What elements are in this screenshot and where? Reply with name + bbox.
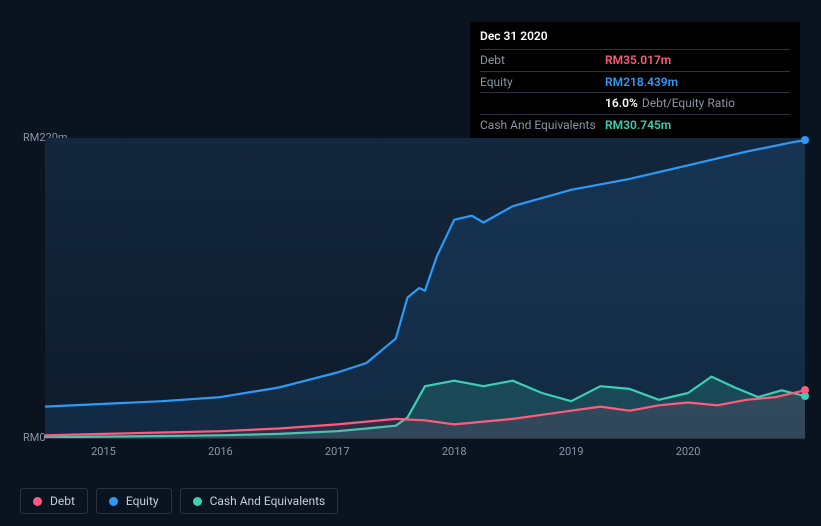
x-tick-label: 2019 [559, 445, 584, 458]
legend-dot-icon [33, 497, 42, 506]
gridline [45, 438, 805, 439]
x-tick-label: 2018 [442, 445, 467, 458]
tooltip-row-label: Equity [480, 74, 605, 91]
legend-label: Debt [50, 494, 75, 508]
legend-item[interactable]: Equity [96, 488, 172, 514]
legend-label: Cash And Equivalents [210, 494, 326, 508]
tooltip-row: DebtRM35.017m [480, 49, 790, 71]
x-tick-label: 2017 [325, 445, 350, 458]
tooltip-row-sub: Debt/Equity Ratio [642, 96, 735, 110]
legend-label: Equity [126, 494, 159, 508]
x-tick-label: 2015 [91, 445, 116, 458]
tooltip-row: 16.0%Debt/Equity Ratio [480, 92, 790, 114]
legend-item[interactable]: Debt [20, 488, 88, 514]
series-end-dot [801, 386, 809, 394]
legend-dot-icon [109, 497, 118, 506]
x-axis: 2015 2016 2017 2018 2019 2020 [45, 445, 805, 465]
legend: Debt Equity Cash And Equivalents [20, 488, 338, 514]
tooltip-row-label [480, 95, 605, 112]
x-tick-label: 2020 [676, 445, 701, 458]
tooltip-row-label: Debt [480, 52, 605, 69]
tooltip-row: EquityRM218.439m [480, 71, 790, 93]
x-tick-label: 2016 [208, 445, 233, 458]
plot-area[interactable] [45, 138, 805, 438]
legend-dot-icon [193, 497, 202, 506]
series-end-dot [801, 136, 809, 144]
legend-item[interactable]: Cash And Equivalents [180, 488, 339, 514]
tooltip-row-value: 16.0%Debt/Equity Ratio [605, 95, 735, 112]
tooltip-row-value: RM35.017m [605, 52, 671, 69]
tooltip-row-value: RM218.439m [605, 74, 678, 91]
chart: RM0RM220m 201520162017201820192020 [15, 120, 805, 460]
tooltip-date: Dec 31 2020 [480, 28, 790, 49]
